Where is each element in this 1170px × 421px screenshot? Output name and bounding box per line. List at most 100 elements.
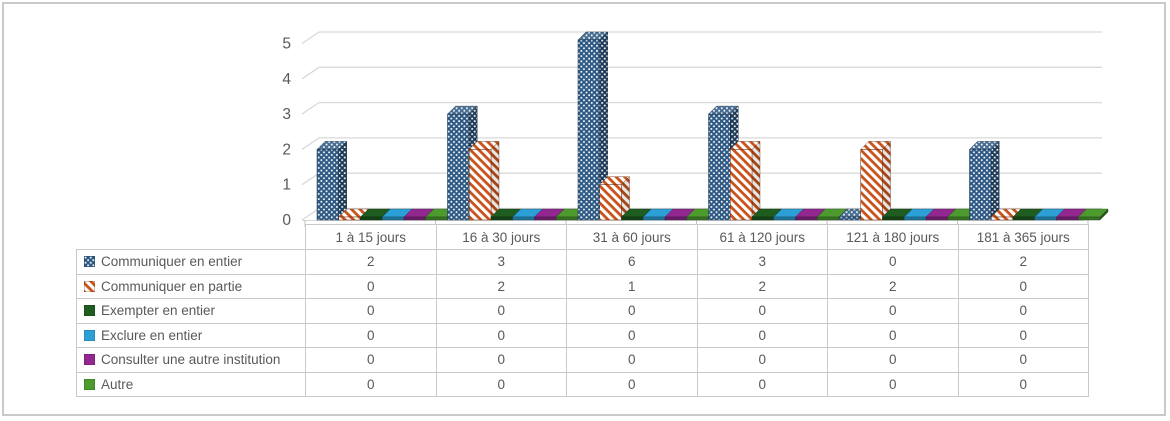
y-axis-tick-label: 3 bbox=[282, 106, 291, 123]
bar-2-cat-1 bbox=[338, 216, 361, 221]
cell-value: 0 bbox=[827, 371, 959, 397]
category-header-6: 181 à 365 jours bbox=[957, 224, 1089, 250]
bar-3-cat-3 bbox=[621, 216, 644, 221]
cell-value: 1 bbox=[566, 273, 698, 299]
bar-4-cat-3 bbox=[643, 216, 666, 221]
cell-value: 0 bbox=[957, 322, 1089, 348]
bar-1-cat-3 bbox=[577, 39, 600, 221]
bar-2-cat-5 bbox=[860, 149, 883, 221]
bar-side-face bbox=[991, 140, 1000, 221]
table-row: Consulter une autre institution 0 0 0 0 0 0 bbox=[76, 347, 1089, 373]
bar-2-cat-3 bbox=[599, 184, 622, 221]
bar-side-face bbox=[882, 140, 891, 221]
y-axis-tick-label: 5 bbox=[282, 36, 291, 53]
series-label-4: Exclure en entier bbox=[76, 322, 306, 348]
bar-6-cat-6 bbox=[1078, 216, 1101, 221]
table-row: Communiquer en entier 2 3 6 3 0 2 bbox=[76, 249, 1089, 275]
bar-4-cat-1 bbox=[382, 216, 405, 221]
legend-key-solid-icon bbox=[83, 304, 96, 317]
series-label-6: Autre bbox=[76, 371, 306, 397]
cell-value: 0 bbox=[305, 347, 437, 373]
cell-value: 0 bbox=[696, 371, 828, 397]
bar-3-cat-4 bbox=[751, 216, 774, 221]
table-row: Communiquer en partie 0 2 1 2 2 0 bbox=[76, 273, 1089, 299]
bar-6-cat-1 bbox=[425, 216, 448, 221]
bar-3-cat-1 bbox=[360, 216, 383, 221]
bar-3-cat-6 bbox=[1012, 216, 1035, 221]
bar-2-cat-2 bbox=[469, 149, 492, 221]
series-label-3: Exempter en entier bbox=[76, 298, 306, 324]
bar-side-face bbox=[751, 140, 761, 221]
cell-value: 0 bbox=[566, 347, 698, 373]
gridline bbox=[301, 66, 1102, 80]
bar-5-cat-1 bbox=[403, 216, 426, 221]
bar-5-cat-6 bbox=[1056, 216, 1079, 221]
cell-value: 3 bbox=[696, 249, 828, 275]
bar-4-cat-5 bbox=[904, 216, 927, 221]
category-header-row: 1 à 15 jours 16 à 30 jours 31 à 60 jours 61… bbox=[77, 224, 1089, 250]
gridline bbox=[301, 31, 1102, 45]
legend-key-solid-icon bbox=[83, 378, 96, 391]
cell-value: 0 bbox=[696, 298, 828, 324]
bar-2-cat-6 bbox=[991, 216, 1014, 221]
table-row: Exempter en entier 0 0 0 0 0 0 bbox=[76, 298, 1089, 324]
bar-6-cat-4 bbox=[817, 216, 840, 221]
bar-1-cat-1 bbox=[316, 149, 339, 221]
y-axis-tick-label: 2 bbox=[282, 141, 291, 158]
legend-key-dots-icon bbox=[83, 255, 96, 268]
cell-value: 0 bbox=[566, 371, 698, 397]
cell-value: 0 bbox=[957, 273, 1089, 299]
cell-value: 0 bbox=[435, 322, 567, 348]
cell-value: 0 bbox=[957, 298, 1089, 324]
cell-value: 3 bbox=[435, 249, 567, 275]
series-name: Consulter une autre institution bbox=[101, 352, 281, 368]
y-axis-tick-label: 4 bbox=[282, 71, 291, 88]
cell-value: 0 bbox=[696, 322, 828, 348]
bar-1-cat-4 bbox=[708, 113, 731, 221]
bar-5-cat-4 bbox=[795, 216, 818, 221]
legend-key-solid-icon bbox=[83, 353, 96, 366]
bar-6-cat-2 bbox=[556, 216, 579, 221]
series-label-5: Consulter une autre institution bbox=[76, 347, 306, 373]
cell-value: 0 bbox=[305, 298, 437, 324]
cell-value: 0 bbox=[305, 273, 437, 299]
bar-chart-3d-plot: 0 1 2 3 4 5 bbox=[282, 31, 1109, 229]
legend-key-solid-icon bbox=[83, 329, 96, 342]
bar-1-cat-6 bbox=[969, 149, 992, 221]
cell-value: 2 bbox=[305, 249, 437, 275]
series-label-2: Communiquer en partie bbox=[76, 273, 306, 299]
y-axis-tick-label: 0 bbox=[282, 212, 291, 229]
y-axis-tick-label: 1 bbox=[282, 177, 291, 194]
series-name: Communiquer en entier bbox=[101, 254, 243, 270]
bar-4-cat-4 bbox=[773, 216, 796, 221]
table-row: Autre 0 0 0 0 0 0 bbox=[76, 371, 1089, 397]
bar-6-cat-3 bbox=[686, 216, 709, 221]
category-header-5: 121 à 180 jours bbox=[827, 224, 959, 250]
cell-value: 0 bbox=[696, 347, 828, 373]
series-name: Exempter en entier bbox=[101, 303, 216, 319]
bar-5-cat-2 bbox=[534, 216, 557, 221]
bar-1-cat-5 bbox=[838, 216, 861, 221]
cell-value: 0 bbox=[957, 347, 1089, 373]
legend-key-diagonal-stripes-icon bbox=[83, 280, 96, 293]
bar-5-cat-3 bbox=[664, 216, 687, 221]
bar-4-cat-2 bbox=[512, 216, 535, 221]
table-row: Exclure en entier 0 0 0 0 0 0 bbox=[76, 322, 1089, 348]
bar-5-cat-5 bbox=[925, 216, 948, 221]
cell-value: 6 bbox=[566, 249, 698, 275]
category-header-3: 31 à 60 jours bbox=[566, 224, 698, 250]
cell-value: 0 bbox=[827, 347, 959, 373]
chart-data-table: 1 à 15 jours 16 à 30 jours 31 à 60 jours 61… bbox=[76, 224, 1089, 397]
cell-value: 2 bbox=[435, 273, 567, 299]
gridline bbox=[301, 137, 1102, 150]
series-name: Communiquer en partie bbox=[101, 278, 243, 294]
cell-value: 2 bbox=[696, 273, 828, 299]
bar-1-cat-2 bbox=[447, 113, 470, 221]
bar-side-face bbox=[338, 140, 347, 221]
cell-value: 0 bbox=[435, 298, 567, 324]
bar-6-cat-5 bbox=[947, 216, 970, 221]
gridline bbox=[301, 101, 1102, 115]
bar-2-cat-4 bbox=[730, 149, 753, 221]
cell-value: 0 bbox=[827, 298, 959, 324]
